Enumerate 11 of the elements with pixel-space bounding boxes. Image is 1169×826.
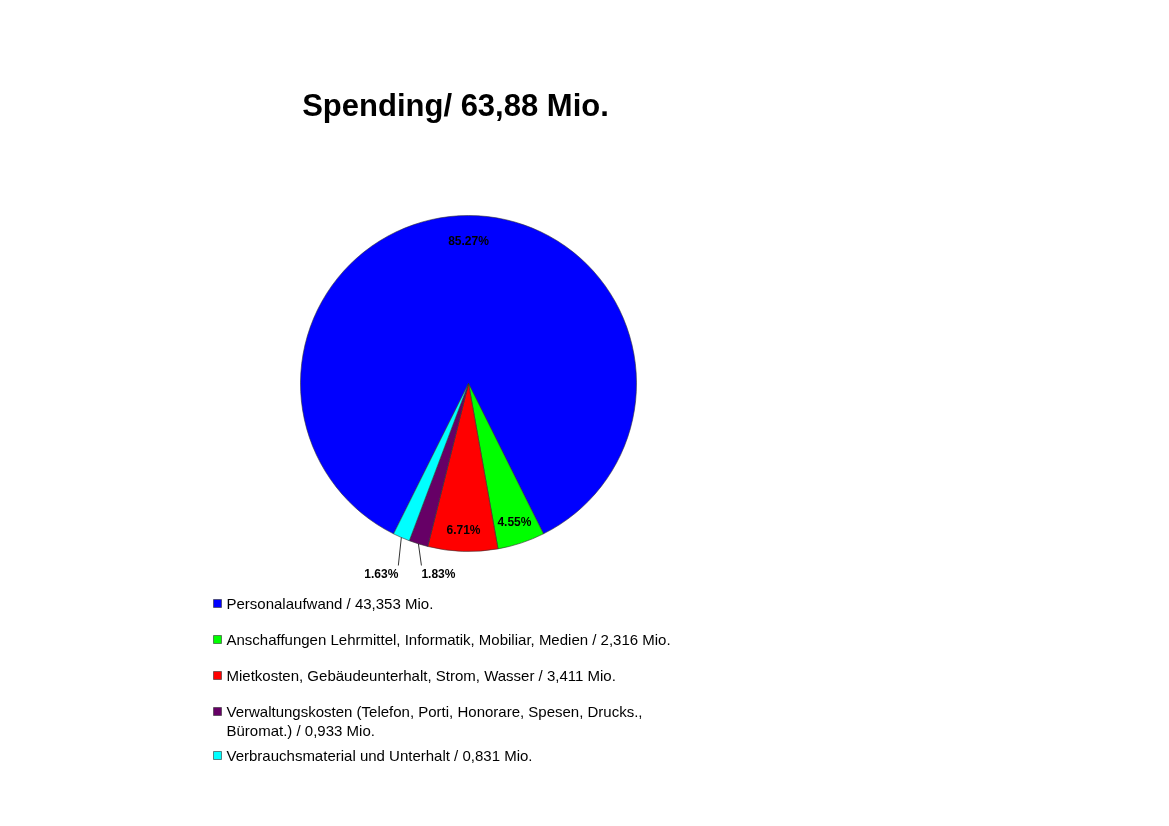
legend-label: Anschaffungen Lehrmittel, Informatik, Mobiliar, Medien / 2,316 Mio. bbox=[226, 630, 671, 648]
legend-label: Personalaufwand / 43,353 Mio. bbox=[226, 594, 434, 612]
data-label: 4.55% bbox=[497, 515, 532, 530]
legend-label: Verbrauchsmaterial und Unterhalt / 0,831 Mio. bbox=[226, 746, 533, 764]
data-label: 1.63% bbox=[364, 566, 399, 581]
data-label: 85.27% bbox=[448, 233, 490, 248]
data-label: 1.83% bbox=[421, 566, 456, 581]
legend-label: Mietkosten, Gebäudeunterhalt, Strom, Wasser / 3,411 Mio. bbox=[226, 666, 616, 684]
chart-title: Spending/ 63,88 Mio. bbox=[302, 88, 609, 123]
data-label: 6.71% bbox=[446, 522, 481, 537]
legend-label: Verwaltungskosten (Telefon, Porti, Honorare, Spesen, Drucks., Büromat.) / 0,933 Mio. bbox=[226, 702, 643, 740]
